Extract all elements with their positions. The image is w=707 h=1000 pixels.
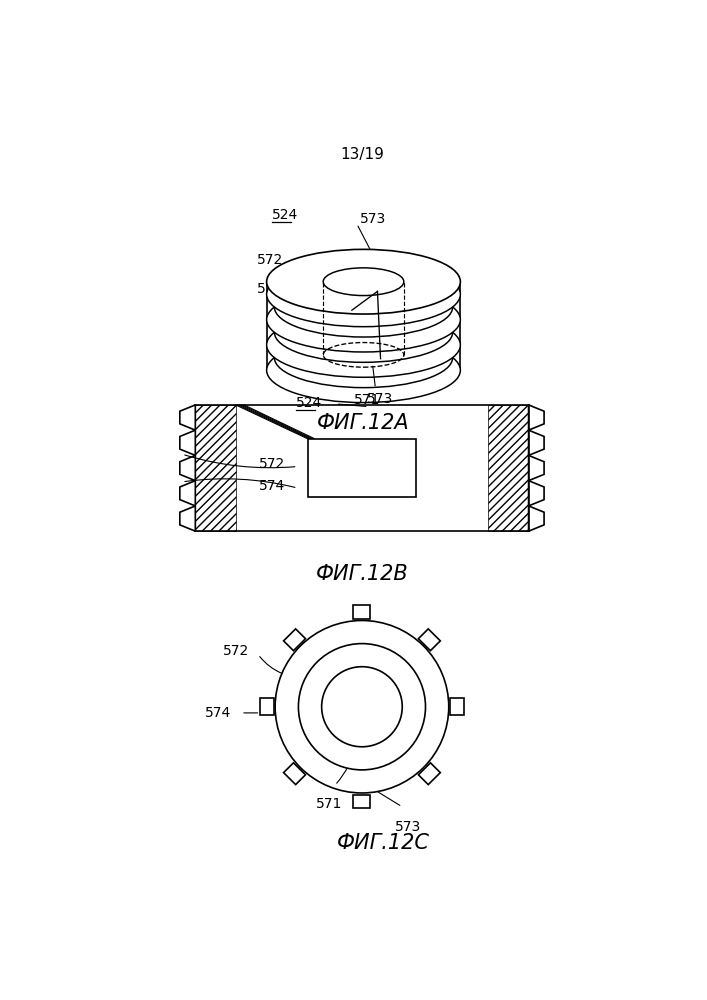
Ellipse shape — [274, 277, 452, 337]
Polygon shape — [529, 430, 544, 455]
Polygon shape — [259, 698, 274, 715]
Ellipse shape — [267, 338, 460, 403]
Ellipse shape — [274, 328, 452, 388]
Text: 13/19: 13/19 — [340, 147, 384, 162]
Polygon shape — [450, 698, 464, 715]
Ellipse shape — [274, 302, 452, 362]
Ellipse shape — [267, 287, 460, 352]
Polygon shape — [529, 405, 544, 430]
Text: 571: 571 — [379, 483, 405, 497]
Text: 572: 572 — [257, 253, 284, 267]
Polygon shape — [180, 481, 195, 506]
Polygon shape — [419, 629, 440, 651]
Text: 573: 573 — [360, 212, 386, 226]
Polygon shape — [354, 605, 370, 619]
Polygon shape — [284, 763, 305, 785]
Polygon shape — [529, 481, 544, 506]
Polygon shape — [180, 405, 195, 430]
Polygon shape — [529, 455, 544, 481]
Text: 524: 524 — [296, 396, 322, 410]
Polygon shape — [419, 763, 440, 785]
Text: 573: 573 — [395, 820, 421, 834]
Bar — [195, 405, 529, 531]
Text: 574: 574 — [259, 479, 285, 493]
Bar — [195, 405, 235, 531]
Text: ФИГ.12А: ФИГ.12А — [317, 413, 410, 433]
Ellipse shape — [267, 313, 460, 377]
Polygon shape — [180, 430, 195, 455]
Text: ФИГ.12С: ФИГ.12С — [337, 833, 430, 853]
Polygon shape — [354, 795, 370, 808]
Text: 571: 571 — [354, 393, 380, 407]
Bar — [489, 405, 529, 531]
Text: 574: 574 — [206, 706, 232, 720]
Text: 573: 573 — [368, 392, 394, 406]
Ellipse shape — [322, 667, 402, 747]
Text: 571: 571 — [316, 797, 343, 811]
Ellipse shape — [274, 252, 452, 312]
Polygon shape — [180, 455, 195, 481]
Text: 572: 572 — [259, 457, 285, 471]
Ellipse shape — [298, 644, 426, 770]
Ellipse shape — [267, 262, 460, 327]
Text: 572: 572 — [223, 644, 249, 658]
Ellipse shape — [275, 620, 449, 793]
Polygon shape — [529, 506, 544, 531]
Polygon shape — [284, 629, 305, 651]
Text: ФИГ.12В: ФИГ.12В — [315, 564, 409, 584]
Text: 524: 524 — [272, 208, 298, 222]
Polygon shape — [180, 506, 195, 531]
Text: 574: 574 — [257, 282, 284, 296]
Ellipse shape — [267, 249, 460, 314]
Bar — [308, 439, 416, 497]
